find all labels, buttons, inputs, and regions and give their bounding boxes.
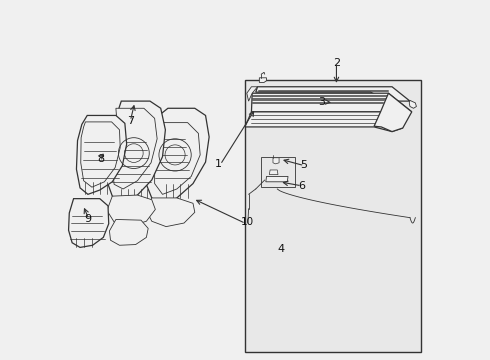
Polygon shape (76, 116, 126, 194)
Text: 5: 5 (301, 160, 308, 170)
Polygon shape (245, 112, 403, 132)
Text: 2: 2 (333, 58, 340, 68)
Polygon shape (147, 198, 195, 226)
Polygon shape (259, 78, 267, 82)
Polygon shape (266, 176, 288, 182)
Polygon shape (81, 122, 120, 187)
Polygon shape (107, 195, 155, 226)
Text: 6: 6 (298, 181, 305, 191)
Bar (245, 80, 421, 352)
Text: 4: 4 (277, 244, 284, 254)
Polygon shape (145, 108, 209, 205)
Text: 7: 7 (127, 116, 135, 126)
Polygon shape (247, 87, 258, 101)
Polygon shape (409, 100, 416, 108)
Polygon shape (155, 123, 200, 194)
Text: 8: 8 (98, 154, 104, 164)
Polygon shape (256, 87, 410, 101)
Polygon shape (69, 199, 109, 247)
Text: 1: 1 (215, 159, 221, 169)
Polygon shape (270, 170, 278, 175)
Polygon shape (106, 101, 166, 202)
Text: 9: 9 (84, 215, 92, 224)
Text: 10: 10 (241, 217, 254, 227)
Polygon shape (112, 108, 157, 189)
Polygon shape (251, 93, 412, 115)
Polygon shape (273, 158, 279, 164)
Polygon shape (109, 220, 148, 245)
Text: 3: 3 (318, 97, 325, 107)
Polygon shape (374, 93, 412, 132)
